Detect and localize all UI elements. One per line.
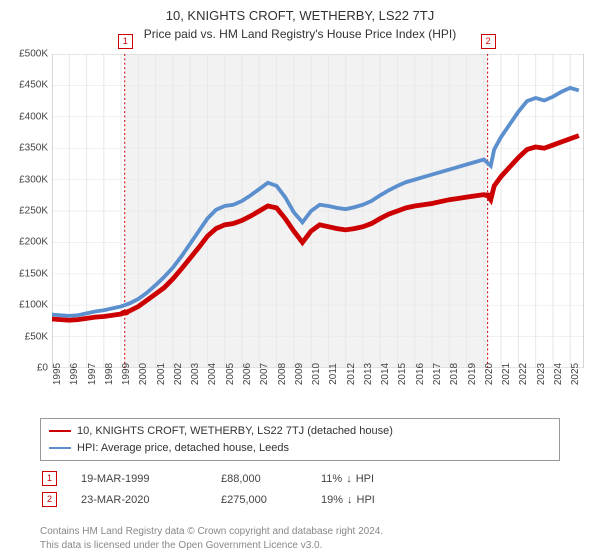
x-axis-tick-label: 2020: [484, 363, 495, 385]
y-axis-tick-label: £0: [37, 363, 48, 374]
chart-header: 10, KNIGHTS CROFT, WETHERBY, LS22 7TJ Pr…: [0, 0, 600, 41]
down-arrow-icon: ↓: [346, 473, 352, 485]
x-axis-tick-label: 2021: [501, 363, 512, 385]
sale-diff-vs-hpi: 19% ↓ HPI: [321, 494, 421, 506]
x-axis-tick-label: 2006: [242, 363, 253, 385]
legend-row-series2: HPI: Average price, detached house, Leed…: [49, 440, 551, 457]
y-axis-tick-label: £450K: [19, 80, 48, 91]
sale-marker-badge: 2: [42, 492, 57, 507]
legend-and-sales: 10, KNIGHTS CROFT, WETHERBY, LS22 7TJ (d…: [40, 418, 560, 513]
x-axis-tick-label: 2014: [380, 363, 391, 385]
sale-date: 19-MAR-1999: [81, 473, 221, 485]
legend-label-series2: HPI: Average price, detached house, Leed…: [77, 440, 289, 457]
x-axis-tick-label: 2019: [467, 363, 478, 385]
sale-marker-badge: 1: [118, 34, 133, 49]
down-arrow-icon: ↓: [347, 494, 353, 506]
x-axis-tick-label: 2009: [294, 363, 305, 385]
legend-row-series1: 10, KNIGHTS CROFT, WETHERBY, LS22 7TJ (d…: [49, 423, 551, 440]
y-axis-tick-label: £350K: [19, 143, 48, 154]
x-axis-tick-label: 2008: [277, 363, 288, 385]
x-axis-tick-label: 2025: [570, 363, 581, 385]
x-axis-tick-label: 2016: [415, 363, 426, 385]
x-axis-tick-label: 2002: [173, 363, 184, 385]
footer-line-2: This data is licensed under the Open Gov…: [40, 539, 580, 553]
chart-subtitle: Price paid vs. HM Land Registry's House …: [0, 27, 600, 41]
x-axis-tick-label: 2024: [553, 363, 564, 385]
x-axis-tick-label: 1998: [104, 363, 115, 385]
x-axis-tick-label: 2003: [190, 363, 201, 385]
x-axis-tick-label: 2017: [432, 363, 443, 385]
sale-diff-vs-hpi: 11% ↓ HPI: [321, 473, 421, 485]
chart-plot-area: £0£50K£100K£150K£200K£250K£300K£350K£400…: [52, 54, 584, 368]
x-axis-tick-label: 2022: [518, 363, 529, 385]
x-axis-tick-label: 1996: [69, 363, 80, 385]
x-axis-tick-label: 2010: [311, 363, 322, 385]
footer-line-1: Contains HM Land Registry data © Crown c…: [40, 525, 580, 539]
y-axis-tick-label: £400K: [19, 111, 48, 122]
x-axis-tick-label: 1997: [87, 363, 98, 385]
sale-marker-badge: 2: [481, 34, 496, 49]
x-axis-tick-label: 2007: [259, 363, 270, 385]
legend-swatch-series2: [49, 447, 71, 449]
y-axis-tick-label: £50K: [25, 331, 48, 342]
x-axis-tick-label: 1999: [121, 363, 132, 385]
y-axis-tick-label: £300K: [19, 174, 48, 185]
x-axis-tick-label: 2018: [449, 363, 460, 385]
y-axis-tick-label: £500K: [19, 49, 48, 60]
legend-swatch-series1: [49, 430, 71, 432]
x-axis-tick-label: 2005: [225, 363, 236, 385]
y-axis-tick-label: £200K: [19, 237, 48, 248]
chart-container: £0 £50K £100K £150K £200K £250K £300K £350K £400…: [10, 48, 590, 408]
y-axis-tick-label: £150K: [19, 268, 48, 279]
legend-label-series1: 10, KNIGHTS CROFT, WETHERBY, LS22 7TJ (d…: [77, 423, 393, 440]
chart-svg: [52, 54, 584, 368]
attribution-footer: Contains HM Land Registry data © Crown c…: [40, 525, 580, 552]
x-axis-tick-label: 2004: [207, 363, 218, 385]
sale-record-row: 1 19-MAR-1999£88,00011% ↓ HPI: [40, 471, 560, 486]
x-axis-tick-label: 2000: [138, 363, 149, 385]
sale-price: £88,000: [221, 473, 321, 485]
sale-record-row: 2 23-MAR-2020£275,00019% ↓ HPI: [40, 492, 560, 507]
x-axis-tick-label: 2023: [536, 363, 547, 385]
y-axis-tick-label: £100K: [19, 300, 48, 311]
x-axis-tick-label: 2011: [328, 363, 339, 385]
sale-price: £275,000: [221, 494, 321, 506]
x-axis-tick-label: 1995: [52, 363, 63, 385]
chart-title: 10, KNIGHTS CROFT, WETHERBY, LS22 7TJ: [0, 8, 600, 25]
x-axis-tick-label: 2001: [156, 363, 167, 385]
x-axis-tick-label: 2012: [346, 363, 357, 385]
y-axis-tick-label: £250K: [19, 206, 48, 217]
x-axis-tick-label: 2013: [363, 363, 374, 385]
legend-box: 10, KNIGHTS CROFT, WETHERBY, LS22 7TJ (d…: [40, 418, 560, 461]
sale-marker-badge: 1: [42, 471, 57, 486]
x-axis-tick-label: 2015: [397, 363, 408, 385]
sale-date: 23-MAR-2020: [81, 494, 221, 506]
